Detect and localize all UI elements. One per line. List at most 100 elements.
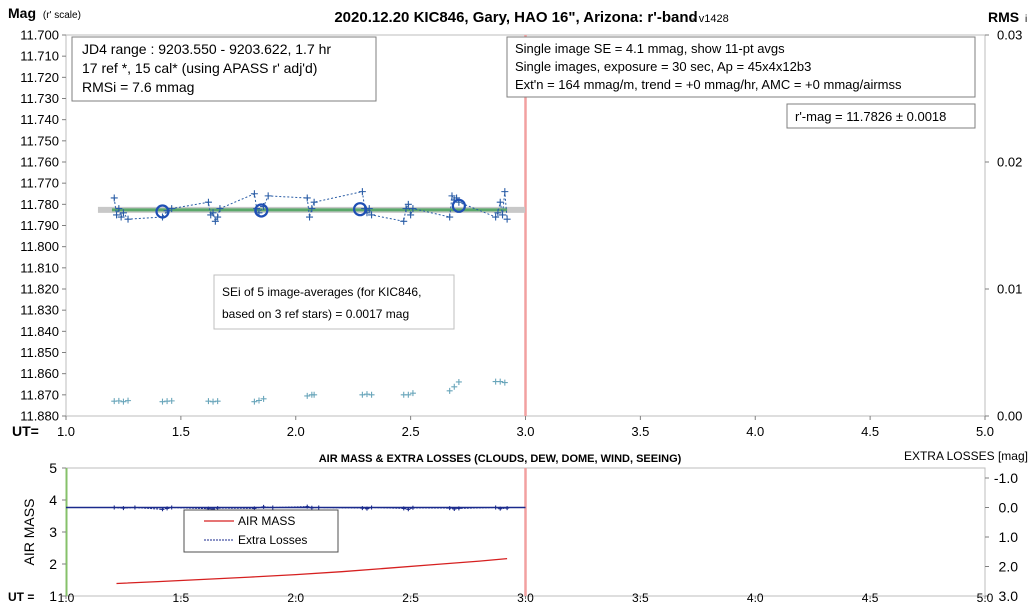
bottom-y2-tick-label: 1.0	[999, 529, 1019, 545]
target-point	[110, 194, 118, 202]
main-y-tick-label: 11.790	[20, 218, 59, 233]
extra-losses-point	[406, 507, 411, 512]
target-point	[168, 205, 176, 213]
target-point	[124, 215, 132, 223]
target-point	[499, 211, 507, 219]
rms-point	[311, 391, 318, 398]
info-right-line-3: Ext'n = 164 mmag/m, trend = +0 mmag/hr, …	[515, 77, 902, 92]
target-average-points	[155, 198, 466, 219]
sei-line-2: based on 3 ref stars) = 0.0017 mag	[222, 307, 409, 321]
bottom-y2-ticks: -1.0 0.0 1.0 2.0 3.0	[985, 470, 1018, 604]
main-y2-ticks: 0.03 0.02 0.01 0.00	[985, 28, 1022, 424]
sei-box: SEi of 5 image-averages (for KIC846, bas…	[213, 274, 455, 330]
target-point	[402, 205, 410, 213]
main-y-tick-label: 11.700	[20, 28, 59, 43]
extra-losses-point	[493, 505, 498, 510]
bottom-y-tick-label: 1	[49, 588, 57, 604]
sei-line-1: SEi of 5 image-averages (for KIC846,	[222, 285, 421, 299]
target-point	[303, 194, 311, 202]
target-point	[400, 217, 408, 225]
target-point	[409, 205, 417, 213]
main-y2-tick-label: 0.01	[997, 282, 1022, 297]
bottom-x-axis-label: UT =	[8, 590, 34, 604]
rms-point	[255, 397, 262, 404]
main-y-tick-label: 11.860	[20, 366, 59, 381]
target-average-point	[352, 202, 368, 217]
extra-losses-point	[169, 505, 174, 510]
rms-point	[451, 383, 458, 390]
bottom-x-tick-label: 3.5	[632, 591, 649, 605]
main-y2-tick-label: 0.03	[997, 28, 1022, 43]
extra-losses-point	[316, 505, 321, 510]
target-average-point	[254, 203, 269, 218]
extra-losses-point	[447, 506, 452, 511]
target-point	[358, 188, 366, 196]
info-right-line-2: Single images, exposure = 30 sec, Ap = 4…	[515, 59, 811, 74]
extra-losses-point	[132, 505, 137, 510]
rms-point	[405, 391, 412, 398]
bottom-x-tick-label: 5.0	[977, 591, 994, 605]
target-point	[115, 205, 123, 213]
main-x-tick-label: 1.5	[172, 424, 190, 439]
main-y-tick-label: 11.720	[20, 70, 59, 85]
main-y-tick-label: 11.780	[20, 197, 59, 212]
bottom-y2-tick-label: -1.0	[994, 470, 1018, 486]
extra-losses-point	[270, 505, 275, 510]
target-point	[310, 198, 318, 206]
result-box-frame	[786, 103, 976, 129]
bottom-y-tick-label: 5	[49, 460, 57, 476]
target-point	[407, 211, 415, 219]
rms-point	[368, 391, 375, 398]
info-box-left-frame	[71, 36, 377, 102]
legend-frame	[183, 509, 339, 553]
bottom-y2-axis-label: EXTRA LOSSES [mag]	[904, 449, 1028, 463]
rms-point	[363, 391, 370, 398]
rms-point	[168, 397, 175, 404]
bottom-y-tick-label: 3	[49, 524, 57, 540]
bottom-y-ticks: 5 4 3 2 1	[49, 460, 66, 604]
bottom-x-ticks: 1.0 1.5 2.0 2.5 3.0 3.5 4.0 4.5 5.0	[58, 591, 994, 605]
target-point	[204, 198, 212, 206]
main-chart-version: - v1428	[692, 13, 729, 25]
target-series-points	[110, 188, 511, 225]
extra-losses-point	[215, 506, 220, 511]
main-y-tick-label: 11.760	[20, 155, 59, 170]
main-y2-axis-label-main: RMS	[988, 9, 1019, 25]
info-left-line-1: JD4 range : 9203.550 - 9203.622, 1.7 hr	[82, 41, 331, 57]
rms-point	[359, 391, 366, 398]
rms-point	[125, 397, 132, 404]
extra-losses-point	[498, 506, 503, 511]
rms-point	[120, 398, 127, 405]
bottom-x-tick-label: 4.5	[862, 591, 879, 605]
bottom-x-tick-label: 1.0	[58, 591, 75, 605]
main-y-tick-label: 11.770	[20, 176, 59, 191]
info-box-left: JD4 range : 9203.550 - 9203.622, 1.7 hr …	[71, 36, 377, 102]
target-point	[119, 209, 127, 217]
main-y-tick-label: 11.800	[20, 239, 59, 254]
main-x-tick-label: 2.0	[287, 424, 305, 439]
extra-losses-point	[369, 505, 374, 510]
extra-losses-point	[309, 505, 314, 510]
target-point	[211, 217, 219, 225]
bottom-x-tick-label: 4.0	[747, 591, 764, 605]
main-x-tick-label: 1.0	[57, 424, 75, 439]
bottom-x-tick-label: 2.5	[402, 591, 419, 605]
extra-losses-point	[112, 505, 117, 510]
target-point	[503, 215, 511, 223]
main-x-tick-label: 3.5	[631, 424, 649, 439]
target-point	[113, 211, 121, 219]
legend-extra-losses-label: Extra Losses	[238, 533, 307, 547]
extra-losses-point	[505, 506, 510, 511]
target-point	[306, 213, 314, 221]
main-y-tick-label: 11.740	[20, 112, 59, 127]
target-point	[448, 192, 456, 200]
target-point	[404, 200, 412, 208]
bottom-y2-tick-label: 0.0	[999, 500, 1019, 516]
target-point	[496, 198, 504, 206]
main-x-tick-label: 4.5	[861, 424, 879, 439]
bottom-y2-tick-label: 3.0	[999, 588, 1019, 604]
main-x-ticks: 1.0 1.5 2.0 2.5 3.0 3.5 4.0 4.5 5.0	[57, 416, 994, 439]
target-point	[214, 213, 222, 221]
target-point	[446, 213, 454, 221]
